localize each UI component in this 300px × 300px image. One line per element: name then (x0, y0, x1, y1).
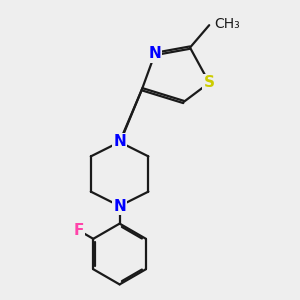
Text: S: S (204, 75, 215, 90)
Text: CH₃: CH₃ (214, 16, 240, 31)
Text: N: N (148, 46, 161, 62)
Text: F: F (74, 223, 84, 238)
Text: N: N (113, 199, 126, 214)
Text: N: N (113, 134, 126, 149)
